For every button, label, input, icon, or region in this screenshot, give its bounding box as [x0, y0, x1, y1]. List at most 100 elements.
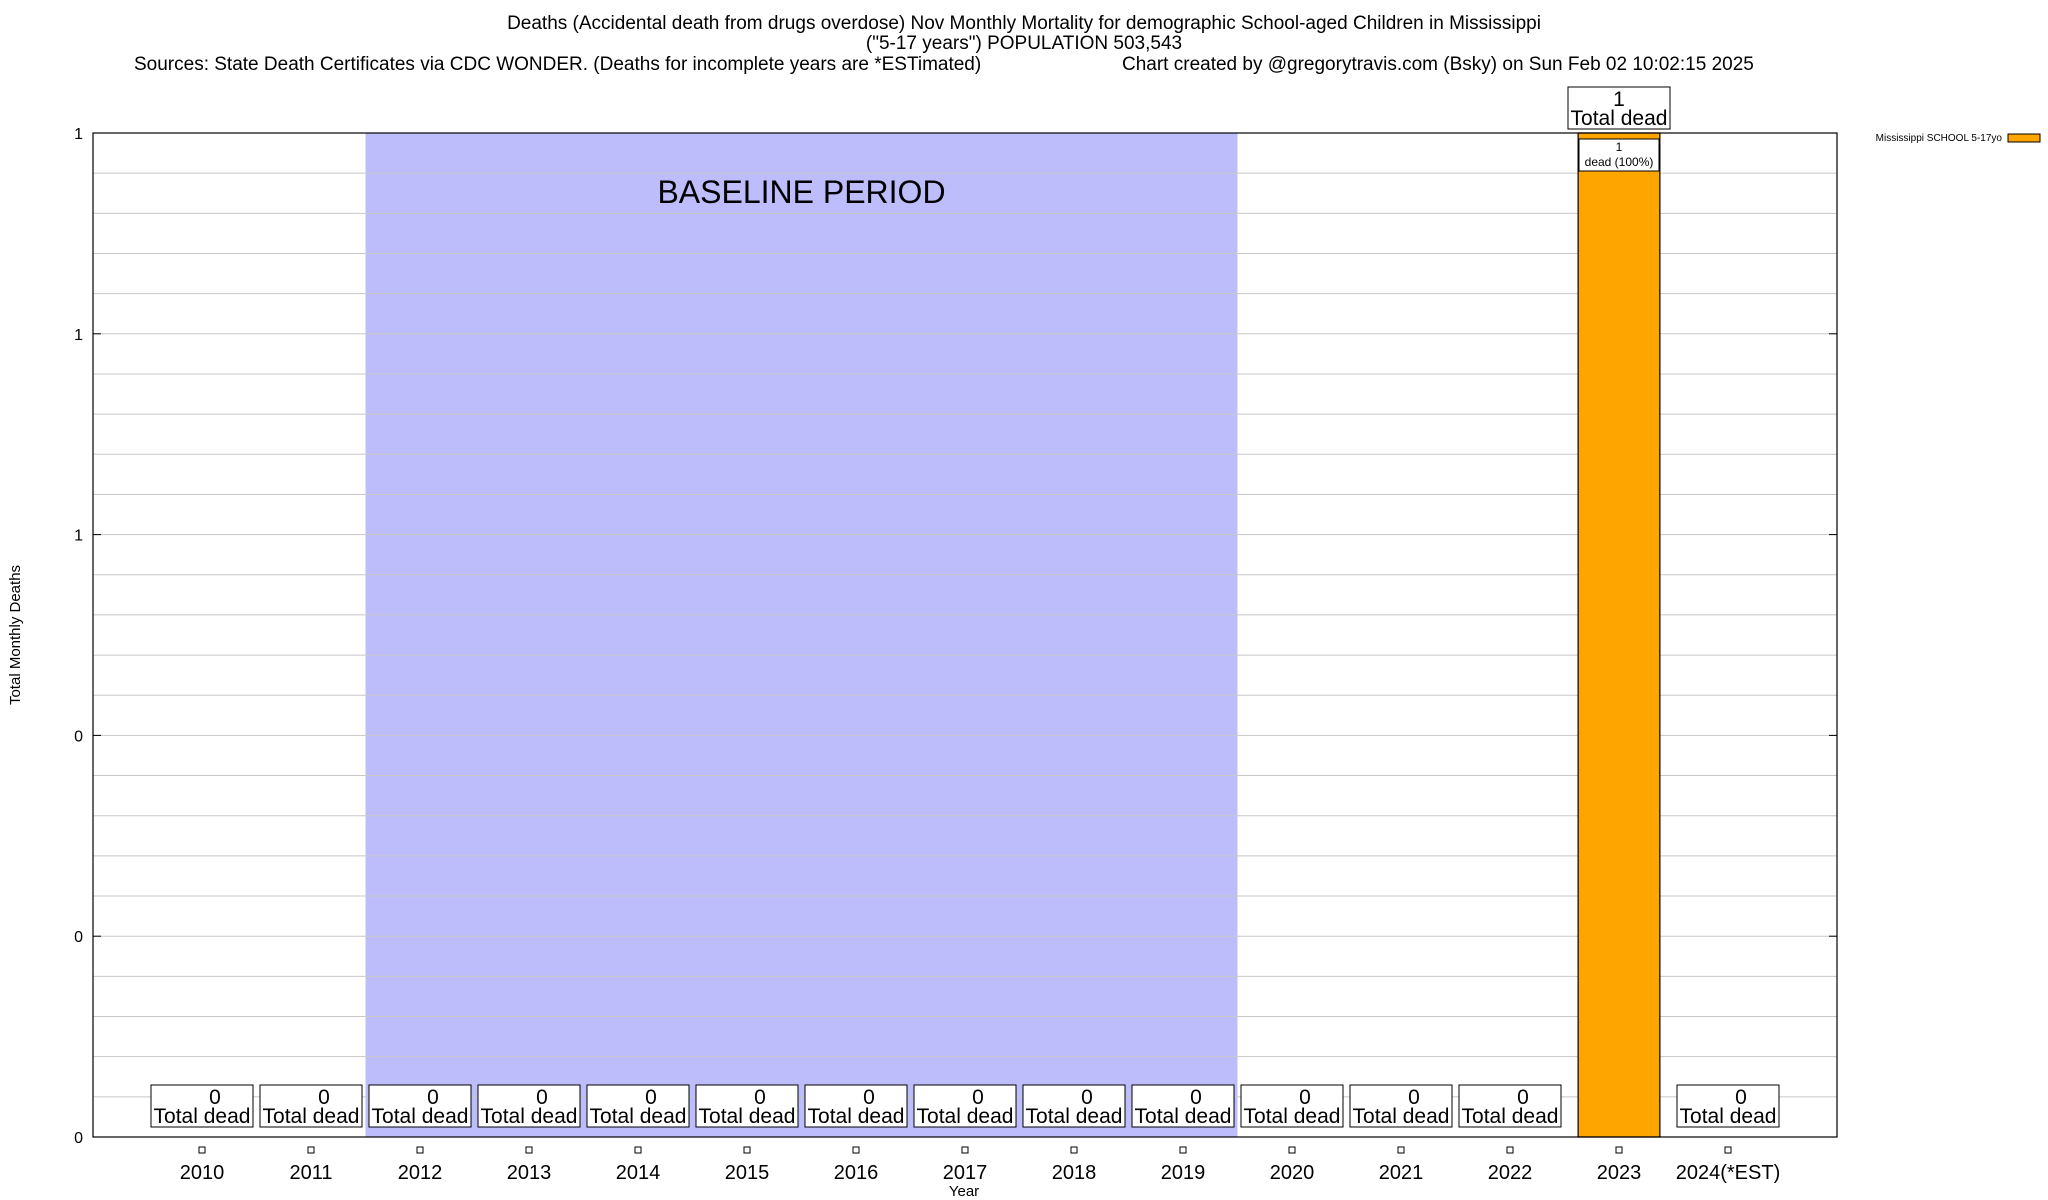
x-tick-label-2022: 2022 [1488, 1162, 1533, 1184]
total-label-text: Total dead [917, 1105, 1014, 1128]
total-label-count: 0 [318, 1086, 330, 1109]
x-tick-label-2010: 2010 [180, 1162, 225, 1184]
total-label-box-2023 [1567, 86, 1671, 130]
x-tick-marker [1724, 1146, 1732, 1154]
segment-label-pct: dead (100%) [1585, 155, 1654, 169]
grid-layer [93, 172, 1837, 1098]
y-tick-label: 1 [74, 126, 83, 143]
x-tick-label-2013: 2013 [507, 1162, 552, 1184]
total-label-count: 0 [972, 1086, 984, 1109]
x-tick-marker [416, 1146, 424, 1154]
x-tick-marker [1397, 1146, 1405, 1154]
total-label-count: 0 [209, 1086, 221, 1109]
total-label-text: Total dead [1680, 1105, 1777, 1128]
total-label-box-2018 [1022, 1084, 1126, 1128]
x-tick-marker [307, 1146, 315, 1154]
x-tick-label-2012: 2012 [398, 1162, 443, 1184]
x-tick-marker [852, 1146, 860, 1154]
total-label-box-2017 [913, 1084, 1017, 1128]
total-label-box-2011 [259, 1084, 363, 1128]
x-tick-marker [1288, 1146, 1296, 1154]
total-label-text: Total dead [1571, 107, 1668, 130]
total-label-box-2014 [586, 1084, 690, 1128]
chart-credit: Chart created by @gregorytravis.com (Bsk… [1122, 54, 1754, 75]
x-tick-label-2016: 2016 [834, 1162, 879, 1184]
total-label-count: 0 [863, 1086, 875, 1109]
total-label-count: 1 [1613, 88, 1625, 111]
total-label-count: 0 [427, 1086, 439, 1109]
total-label-box-2015 [695, 1084, 799, 1128]
total-label-box-2022 [1458, 1084, 1562, 1128]
x-tick-marker [743, 1146, 751, 1154]
total-label-text: Total dead [808, 1105, 905, 1128]
x-tick-label-2021: 2021 [1379, 1162, 1424, 1184]
total-label-text: Total dead [372, 1105, 469, 1128]
y-tick-label: 0 [74, 1130, 83, 1147]
total-label-box-2012 [368, 1084, 472, 1128]
total-label-text: Total dead [154, 1105, 251, 1128]
total-label-text: Total dead [263, 1105, 360, 1128]
total-label-text: Total dead [1135, 1105, 1232, 1128]
legend-layer: Mississippi SCHOOL 5-17yo [1876, 133, 2041, 144]
total-label-count: 0 [536, 1086, 548, 1109]
plot-frame [92, 132, 1838, 1138]
total-label-count: 0 [1517, 1086, 1529, 1109]
total-label-text: Total dead [1244, 1105, 1341, 1128]
y-tick-label: 0 [74, 728, 83, 745]
x-tick-label-2019: 2019 [1161, 1162, 1206, 1184]
total-label-count: 0 [645, 1086, 657, 1109]
total-label-count: 0 [1408, 1086, 1420, 1109]
y-tick-label: 0 [74, 929, 83, 946]
x-tick-label-2017: 2017 [943, 1162, 988, 1184]
x-tick-label-2024(*EST): 2024(*EST) [1676, 1162, 1781, 1184]
legend-swatch [2007, 133, 2041, 143]
legend-label: Mississippi SCHOOL 5-17yo [1876, 133, 2003, 144]
total-label-text: Total dead [1462, 1105, 1559, 1128]
x-tick-label-2011: 2011 [289, 1162, 332, 1184]
total-label-count: 0 [1735, 1086, 1747, 1109]
x-tick-marker [634, 1146, 642, 1154]
x-tick-label-2023: 2023 [1597, 1162, 1642, 1184]
total-label-count: 0 [1190, 1086, 1202, 1109]
x-tick-marker [961, 1146, 969, 1154]
y-tick-label: 1 [74, 327, 83, 344]
total-label-box-2016 [804, 1084, 908, 1128]
x-tick-marker [1070, 1146, 1078, 1154]
total-label-count: 0 [1299, 1086, 1311, 1109]
total-label-text: Total dead [481, 1105, 578, 1128]
x-tick-label-2015: 2015 [725, 1162, 770, 1184]
sources-note: Sources: State Death Certificates via CD… [134, 54, 982, 75]
x-tick-marker [1506, 1146, 1514, 1154]
x-tick-marker [525, 1146, 533, 1154]
total-label-box-2021 [1349, 1084, 1453, 1128]
x-tick-label-2020: 2020 [1270, 1162, 1315, 1184]
total-label-box-2013 [477, 1084, 581, 1128]
bar-2023 [1577, 132, 1661, 1138]
x-tick-label-2018: 2018 [1052, 1162, 1097, 1184]
total-label-box-2010 [150, 1084, 254, 1128]
baseline-layer: BASELINE PERIOD [365, 133, 1238, 1137]
x-tick-marker [1179, 1146, 1187, 1154]
segment-label-box [1578, 138, 1660, 172]
x-tick-label-2014: 2014 [616, 1162, 661, 1184]
y-tick-label: 1 [74, 528, 83, 545]
total-label-text: Total dead [590, 1105, 687, 1128]
total-label-text: Total dead [1353, 1105, 1450, 1128]
total-label-text: Total dead [699, 1105, 796, 1128]
total-label-text: Total dead [1026, 1105, 1123, 1128]
total-label-count: 0 [754, 1086, 766, 1109]
baseline-period-label: BASELINE PERIOD [657, 174, 945, 210]
chart-title: Deaths (Accidental death from drugs over… [507, 13, 1541, 34]
total-label-box-2020 [1240, 1084, 1344, 1128]
total-label-box-2019 [1131, 1084, 1235, 1128]
bars-layer [1577, 132, 1661, 1138]
y-axis-title: Total Monthly Deaths [7, 565, 24, 705]
x-axis-title: Year [949, 1183, 979, 1200]
total-label-box-2024(*EST) [1676, 1084, 1780, 1128]
axes-layer: 0 0 0 1 1 1 2010 2011 2012 2013 2014 2015 2016 2017 20… [7, 126, 1838, 1200]
x-tick-marker [1615, 1146, 1623, 1154]
segment-label-count: 1 [1616, 140, 1623, 154]
baseline-period-band [365, 133, 1238, 1137]
